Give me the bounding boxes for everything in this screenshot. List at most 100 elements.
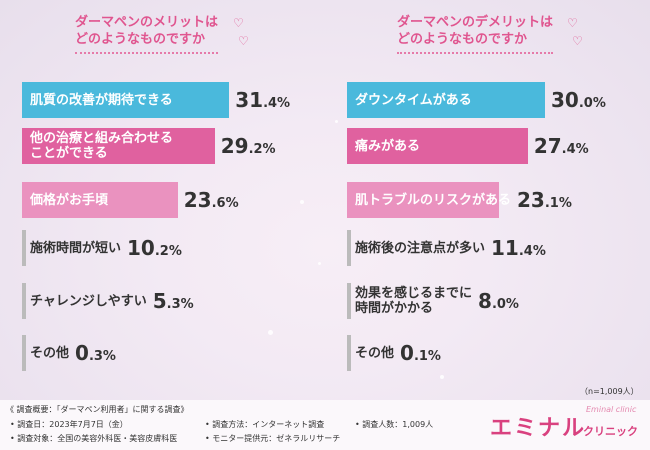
- heart-icon: ♡: [572, 34, 583, 48]
- bar: [22, 230, 89, 266]
- survey-method: • 調査方法：インターネット調査: [205, 420, 325, 429]
- sparkle: [335, 120, 338, 123]
- bar: [22, 335, 26, 371]
- left-title-line-2: どのようなものですか: [75, 32, 206, 47]
- bar-value-decimal: .1%: [413, 349, 441, 364]
- left-title-line-1: ダーマペンのメリットは: [75, 15, 219, 30]
- logo-main: エミナル: [490, 416, 587, 441]
- bar-label: 痛みがある: [355, 128, 420, 164]
- bar-track: [347, 335, 351, 371]
- bar-label-line: その他: [30, 345, 70, 361]
- bar-label: チャレンジしやすい: [30, 283, 147, 319]
- logo-tagline: Eminal clinic: [586, 405, 637, 414]
- survey-count: • 調査人数：1,009人: [355, 420, 434, 429]
- bar: [347, 335, 351, 371]
- sparkle: [190, 300, 193, 303]
- bar-track: [22, 283, 26, 319]
- bar-label: 肌質の改善が期待できる: [30, 82, 173, 118]
- bar-value-decimal: .0%: [491, 297, 519, 312]
- bar-label-line: 他の治療と組み合わせる: [30, 131, 174, 146]
- bar-label: 効果を感じるまでに 時間がかかる: [355, 283, 472, 319]
- bar-label-line: 効果を感じるまでに: [355, 286, 473, 301]
- right-chart-title: ダーマペンのデメリットは どのようなものですか: [397, 14, 554, 54]
- bar-value-label: 10.2%: [127, 230, 182, 266]
- bar-value-label: 8.0%: [478, 283, 519, 319]
- bar: [22, 128, 215, 164]
- bar-value-decimal: .1%: [544, 196, 572, 211]
- bar-label-line: 肌質の改善が期待できる: [30, 92, 173, 108]
- bar-label: 価格がお手頃: [30, 182, 108, 218]
- heart-icon: ♡: [567, 16, 578, 30]
- sample-size: （n=1,009人）: [580, 387, 639, 396]
- footer: [0, 400, 650, 450]
- bar-value-decimal: .2%: [248, 142, 276, 157]
- right-title-line-2: どのようなものですか: [397, 32, 528, 47]
- bar-value-label: 0.3%: [75, 335, 116, 371]
- bar-value-decimal: .4%: [263, 96, 291, 111]
- bar-label-line: ダウンタイムがある: [355, 92, 472, 108]
- left-chart-title: ダーマペンのメリットは どのようなものですか: [75, 14, 219, 54]
- bar-value-decimal: .0%: [578, 96, 606, 111]
- bar: [347, 182, 500, 218]
- bar-value-label: 29.2%: [221, 128, 276, 164]
- logo-sub: クリニック: [583, 425, 638, 438]
- bar-label-line: 施術時間が短い: [30, 240, 122, 256]
- bar-value-integer: 29: [220, 134, 249, 158]
- survey-date: • 調査日：2023年7月7日（金）: [10, 420, 128, 429]
- bar-label: ダウンタイムがある: [355, 82, 472, 118]
- bar-label: その他: [30, 335, 69, 371]
- bar-track: [347, 283, 351, 319]
- sparkle: [440, 375, 444, 379]
- bar-label-line: ことができる: [30, 146, 108, 161]
- bar-value-integer: 23: [183, 188, 212, 212]
- bar-label-line: 施術後の注意点が多い: [355, 240, 486, 256]
- bar-value-label: 27.4%: [534, 128, 589, 164]
- bar-label-line: 時間がかかる: [355, 301, 434, 316]
- bar-value-decimal: .2%: [154, 244, 182, 259]
- bar-value-integer: 30: [551, 88, 579, 112]
- bar-value-label: 0.1%: [400, 335, 441, 371]
- sparkle: [300, 200, 304, 204]
- bar-value-label: 30.0%: [551, 82, 606, 118]
- bar-value-label: 5.3%: [153, 283, 194, 319]
- bar-value-integer: 10: [127, 236, 155, 260]
- bar-label: その他: [355, 335, 394, 371]
- bar-value-integer: 27: [533, 134, 562, 158]
- bar-value-label: 31.4%: [235, 82, 290, 118]
- bar-track: [22, 230, 26, 266]
- bar: [22, 182, 178, 218]
- right-title-line-1: ダーマペンのデメリットは: [397, 15, 554, 30]
- bar: [347, 128, 528, 164]
- bar-label: 他の治療と組み合わせる ことができる: [30, 128, 173, 164]
- bar-label-line: 肌トラブルのリスクがある: [355, 192, 512, 208]
- sparkle: [318, 262, 321, 265]
- bar-value-integer: 8: [478, 289, 492, 313]
- bar-track: [347, 230, 351, 266]
- bar-value-decimal: .3%: [166, 297, 194, 312]
- bar-label-line: 痛みがある: [355, 138, 421, 154]
- bar-value-decimal: .4%: [561, 142, 589, 157]
- bar-label-line: チャレンジしやすい: [30, 293, 147, 309]
- bar-label: 肌トラブルのリスクがある: [355, 182, 511, 218]
- bar-value-decimal: .4%: [518, 244, 546, 259]
- bar: [347, 82, 545, 118]
- bar-value-label: 23.1%: [517, 182, 572, 218]
- bar-value-integer: 23: [517, 188, 545, 212]
- bar-value-label: 11.4%: [491, 230, 546, 266]
- survey-overview: 《 調査概要：「ダーマペン利用者」に関する調査》: [6, 405, 189, 414]
- bar-value-decimal: .3%: [88, 349, 116, 364]
- bar-value-decimal: .6%: [211, 196, 239, 211]
- bar: [347, 230, 422, 266]
- bar-value-label: 23.6%: [184, 182, 239, 218]
- bar-value-integer: 11: [491, 236, 519, 260]
- bar: [347, 283, 400, 319]
- bar-label: 施術後の注意点が多い: [355, 230, 485, 266]
- bar-value-integer: 0: [400, 341, 414, 365]
- bar: [22, 283, 57, 319]
- bar-value-integer: 0: [75, 341, 89, 365]
- bar-value-integer: 5: [152, 289, 167, 313]
- survey-provider: • モニター提供元：ゼネラルリサーチ: [205, 434, 341, 443]
- bar: [22, 82, 230, 118]
- bar-label-line: その他: [355, 345, 395, 361]
- bar-value-integer: 31: [235, 88, 264, 112]
